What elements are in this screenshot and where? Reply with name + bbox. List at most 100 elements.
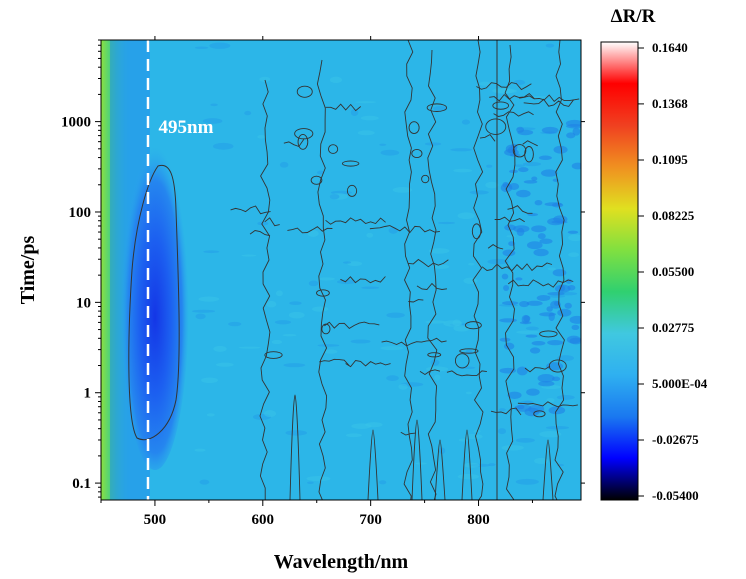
noise-patch xyxy=(465,391,473,395)
noise-patch xyxy=(458,366,476,370)
noise-patch xyxy=(544,202,562,207)
noise-patch xyxy=(525,334,538,338)
noise-patch xyxy=(526,388,540,396)
contour-line xyxy=(524,365,551,373)
contour-line xyxy=(479,134,496,142)
noise-patch xyxy=(516,189,531,198)
noise-patch xyxy=(450,148,473,152)
noise-patch xyxy=(513,79,526,85)
noise-patch xyxy=(203,250,220,254)
colorbar-tick-label: 0.02775 xyxy=(652,320,695,335)
noise-patch xyxy=(317,277,335,281)
noise-patch xyxy=(529,347,541,354)
y-tick-label: 100 xyxy=(69,205,92,221)
y-tick-label: 10 xyxy=(76,295,91,311)
bleach-region xyxy=(121,130,189,470)
contour-loop xyxy=(327,144,339,154)
y-tick-label: 1000 xyxy=(61,115,91,131)
noise-patch xyxy=(194,46,209,49)
noise-patch xyxy=(569,315,581,324)
colorbar-tick-label: 0.1640 xyxy=(652,40,688,55)
contour-loop xyxy=(321,323,331,335)
contour-loop xyxy=(539,330,558,338)
noise-patch xyxy=(468,262,475,266)
contour-line xyxy=(522,140,538,147)
noise-patch xyxy=(548,312,555,321)
contour-vertical xyxy=(403,40,414,500)
noise-patch xyxy=(524,400,534,406)
colorbar-tick-label: 0.05500 xyxy=(652,264,694,279)
noise-patch xyxy=(503,342,515,350)
contour-loop xyxy=(533,410,546,418)
contour-line xyxy=(519,94,580,103)
noise-patch xyxy=(424,142,442,146)
x-tick-label: 800 xyxy=(467,512,490,528)
contour-vertical xyxy=(427,49,438,500)
colorbar-tick-label: 0.1095 xyxy=(652,152,688,167)
contour-spike xyxy=(461,429,473,500)
noise-patch xyxy=(361,286,380,289)
contour-line xyxy=(493,111,534,117)
contour-vertical xyxy=(316,59,328,500)
noise-patch xyxy=(288,311,305,319)
noise-patch xyxy=(540,169,558,177)
colorbar-tick-label: -0.05400 xyxy=(652,488,699,503)
noise-patch xyxy=(228,321,242,327)
noise-patch xyxy=(238,346,261,349)
noise-patch xyxy=(539,238,553,244)
contour-line xyxy=(319,358,350,367)
contour-loop xyxy=(316,289,330,297)
noise-patch xyxy=(538,155,552,161)
noise-patch xyxy=(336,279,357,285)
noise-patch xyxy=(564,302,572,309)
noise-patch xyxy=(461,119,470,125)
noise-patch xyxy=(534,199,543,206)
noise-patch xyxy=(192,309,216,313)
noise-patch xyxy=(386,375,399,382)
noise-patch xyxy=(194,448,206,452)
contour-vertical xyxy=(472,40,484,500)
contour-loop xyxy=(310,175,323,185)
noise-patch xyxy=(499,318,517,323)
noise-patch xyxy=(198,296,220,302)
noise-patch xyxy=(274,320,292,325)
noise-patch xyxy=(345,433,362,438)
contour-loop xyxy=(454,353,470,369)
contour-line xyxy=(369,225,440,234)
contour-loop xyxy=(296,85,313,98)
y-axis-title: Time/ps xyxy=(17,236,39,305)
noise-patch xyxy=(503,284,510,292)
colorbar-tick-label: -0.02675 xyxy=(652,432,699,447)
contour-vertical xyxy=(554,40,565,500)
x-axis: 500 600 700 800 xyxy=(100,36,533,528)
y-tick-label: 1 xyxy=(84,386,92,402)
noise-patch xyxy=(515,437,535,443)
contour-line xyxy=(408,258,449,268)
noise-patch xyxy=(380,149,400,156)
noise-patch xyxy=(507,391,522,399)
noise-patch xyxy=(565,278,572,284)
contour-line xyxy=(507,205,533,214)
contour-loop xyxy=(471,223,482,240)
noise-patch xyxy=(379,143,387,146)
noise-patch xyxy=(541,126,559,134)
contour-line xyxy=(446,370,487,377)
noise-patch xyxy=(257,221,269,226)
contour-loop xyxy=(297,133,309,150)
noise-patch xyxy=(398,383,408,390)
noise-patch xyxy=(517,129,534,136)
contour-line xyxy=(230,205,271,215)
contour-loop xyxy=(294,128,314,140)
colorbar-tick-label: 0.08225 xyxy=(652,208,695,223)
noise-patch xyxy=(306,476,331,482)
x-tick-label: 700 xyxy=(359,512,382,528)
noise-patch xyxy=(547,292,565,296)
noise-patch xyxy=(557,308,572,317)
noise-patch xyxy=(307,230,319,237)
noise-patch xyxy=(498,408,506,412)
contour-spike xyxy=(367,429,379,500)
noise-patch xyxy=(202,118,223,124)
noise-patch xyxy=(479,81,491,86)
noise-patch xyxy=(519,301,530,308)
noise-patch xyxy=(201,377,218,384)
